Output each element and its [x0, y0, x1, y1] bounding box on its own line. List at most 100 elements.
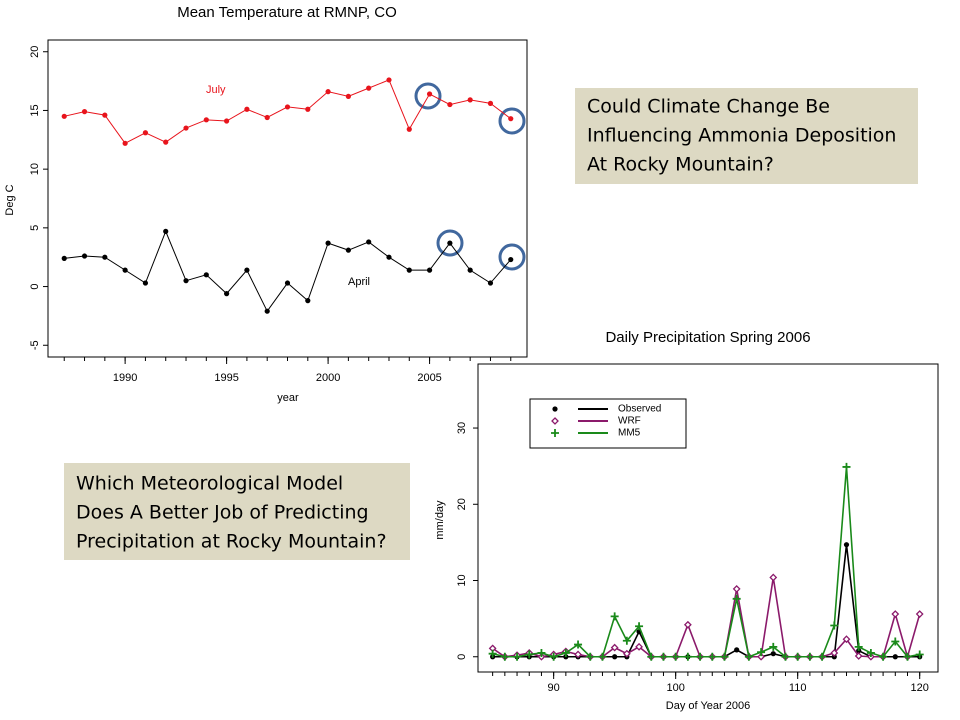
y-tick-label: -5 — [29, 340, 41, 350]
y-tick-label: 20 — [456, 498, 468, 510]
marker — [622, 636, 631, 645]
highlight — [414, 82, 442, 110]
marker — [830, 621, 839, 630]
marker — [487, 100, 494, 106]
marker — [284, 104, 291, 110]
marker — [818, 652, 827, 661]
marker — [683, 620, 692, 629]
marker — [284, 280, 291, 286]
marker — [805, 652, 814, 661]
y-tick-label: 5 — [29, 225, 41, 231]
callout-text: Could Climate Change Be — [587, 96, 830, 118]
marker — [325, 240, 331, 246]
marker — [122, 140, 128, 146]
marker — [659, 652, 668, 661]
marker — [635, 642, 643, 651]
marker — [224, 291, 230, 297]
highlight — [498, 107, 526, 135]
y-tick-label: 15 — [29, 104, 41, 116]
marker — [551, 417, 559, 425]
legend-box — [529, 398, 687, 449]
y-tick-label: 0 — [29, 283, 41, 289]
legend-label: Observed — [618, 404, 661, 415]
marker — [744, 652, 753, 661]
marker — [769, 573, 778, 582]
marker — [447, 240, 453, 246]
marker — [732, 584, 741, 593]
series-label: April — [348, 276, 370, 288]
marker — [508, 116, 514, 122]
marker — [244, 267, 250, 273]
marker — [757, 652, 765, 661]
marker — [879, 652, 888, 661]
marker — [696, 652, 705, 661]
marker — [305, 298, 311, 304]
marker — [793, 652, 802, 661]
callout-box — [64, 463, 410, 560]
marker — [683, 652, 692, 661]
marker — [551, 429, 559, 437]
marker — [488, 649, 497, 658]
marker — [467, 97, 473, 103]
highlight — [498, 243, 526, 271]
y-axis-label: Deg C — [4, 184, 16, 215]
highlight-circles — [414, 82, 526, 271]
marker — [612, 654, 618, 660]
callout-text: Which Meteorological Model — [76, 473, 343, 495]
marker — [915, 610, 924, 618]
callout-text: At Rocky Mountain? — [587, 154, 774, 176]
x-axis-label: year — [277, 392, 299, 404]
marker — [635, 622, 644, 631]
marker — [102, 254, 108, 260]
marker — [406, 126, 412, 132]
y-tick-label: 10 — [456, 574, 468, 586]
callout-text: Influencing Ammonia Deposition — [587, 125, 896, 147]
callout-text: Precipitation at Rocky Mountain? — [76, 531, 387, 553]
marker — [842, 462, 851, 471]
marker — [224, 118, 230, 124]
marker — [426, 267, 433, 273]
marker — [610, 643, 619, 652]
marker — [830, 649, 839, 657]
marker — [203, 117, 209, 123]
marker — [345, 247, 351, 253]
marker — [406, 267, 412, 273]
marker — [586, 652, 595, 661]
marker — [183, 125, 189, 131]
marker — [537, 648, 546, 657]
marker — [102, 112, 108, 118]
y-tick-label: 10 — [29, 163, 41, 175]
marker — [610, 612, 619, 621]
y-tick-label: 20 — [29, 46, 41, 58]
plot-frame — [47, 39, 528, 358]
marker — [61, 255, 67, 261]
x-tick-label: 1995 — [214, 372, 238, 384]
highlight — [436, 229, 464, 257]
marker — [386, 77, 392, 83]
marker — [142, 280, 149, 286]
marker — [854, 652, 863, 660]
y-axis-label: mm/day — [434, 500, 446, 540]
x-tick-label: 120 — [911, 682, 929, 694]
plot-frame — [477, 363, 939, 673]
marker — [891, 610, 900, 618]
x-tick-label: 100 — [666, 682, 684, 694]
marker — [142, 130, 149, 136]
marker — [915, 650, 924, 659]
marker — [647, 652, 656, 661]
marker — [513, 652, 522, 661]
marker — [842, 635, 851, 644]
marker — [781, 652, 790, 661]
y-tick-label: 30 — [456, 422, 468, 434]
marker — [325, 89, 331, 95]
x-tick-label: 1990 — [113, 372, 137, 384]
marker — [671, 652, 680, 661]
series-line — [492, 577, 921, 660]
marker — [525, 650, 534, 659]
marker — [163, 228, 169, 234]
marker — [854, 642, 863, 651]
marker — [866, 648, 875, 657]
marker — [345, 93, 351, 99]
marker — [708, 652, 717, 661]
